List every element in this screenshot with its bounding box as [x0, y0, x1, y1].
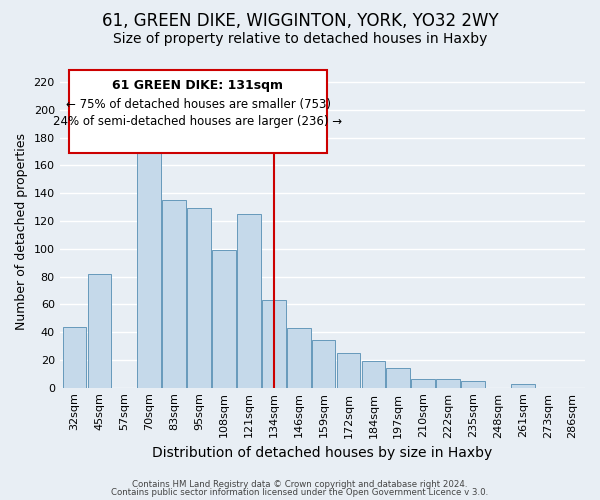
Text: ← 75% of detached houses are smaller (753): ← 75% of detached houses are smaller (75…	[65, 98, 331, 110]
Bar	[287, 328, 311, 388]
Bar	[137, 152, 161, 388]
Text: Size of property relative to detached houses in Haxby: Size of property relative to detached ho…	[113, 32, 487, 46]
Text: 61, GREEN DIKE, WIGGINTON, YORK, YO32 2WY: 61, GREEN DIKE, WIGGINTON, YORK, YO32 2W…	[101, 12, 499, 30]
Bar	[187, 208, 211, 388]
Bar	[362, 362, 385, 388]
Text: 61 GREEN DIKE: 131sqm: 61 GREEN DIKE: 131sqm	[113, 79, 284, 92]
Bar	[511, 384, 535, 388]
Bar	[436, 380, 460, 388]
Bar	[163, 200, 186, 388]
Bar	[237, 214, 261, 388]
X-axis label: Distribution of detached houses by size in Haxby: Distribution of detached houses by size …	[152, 446, 493, 460]
Text: 24% of semi-detached houses are larger (236) →: 24% of semi-detached houses are larger (…	[53, 115, 343, 128]
Bar	[337, 353, 361, 388]
Bar	[312, 340, 335, 388]
Bar	[63, 326, 86, 388]
Text: Contains public sector information licensed under the Open Government Licence v : Contains public sector information licen…	[112, 488, 488, 497]
Bar	[461, 380, 485, 388]
Bar	[212, 250, 236, 388]
Bar	[412, 380, 435, 388]
Bar	[88, 274, 112, 388]
Bar	[262, 300, 286, 388]
Y-axis label: Number of detached properties: Number of detached properties	[15, 133, 28, 330]
Text: Contains HM Land Registry data © Crown copyright and database right 2024.: Contains HM Land Registry data © Crown c…	[132, 480, 468, 489]
Bar	[386, 368, 410, 388]
